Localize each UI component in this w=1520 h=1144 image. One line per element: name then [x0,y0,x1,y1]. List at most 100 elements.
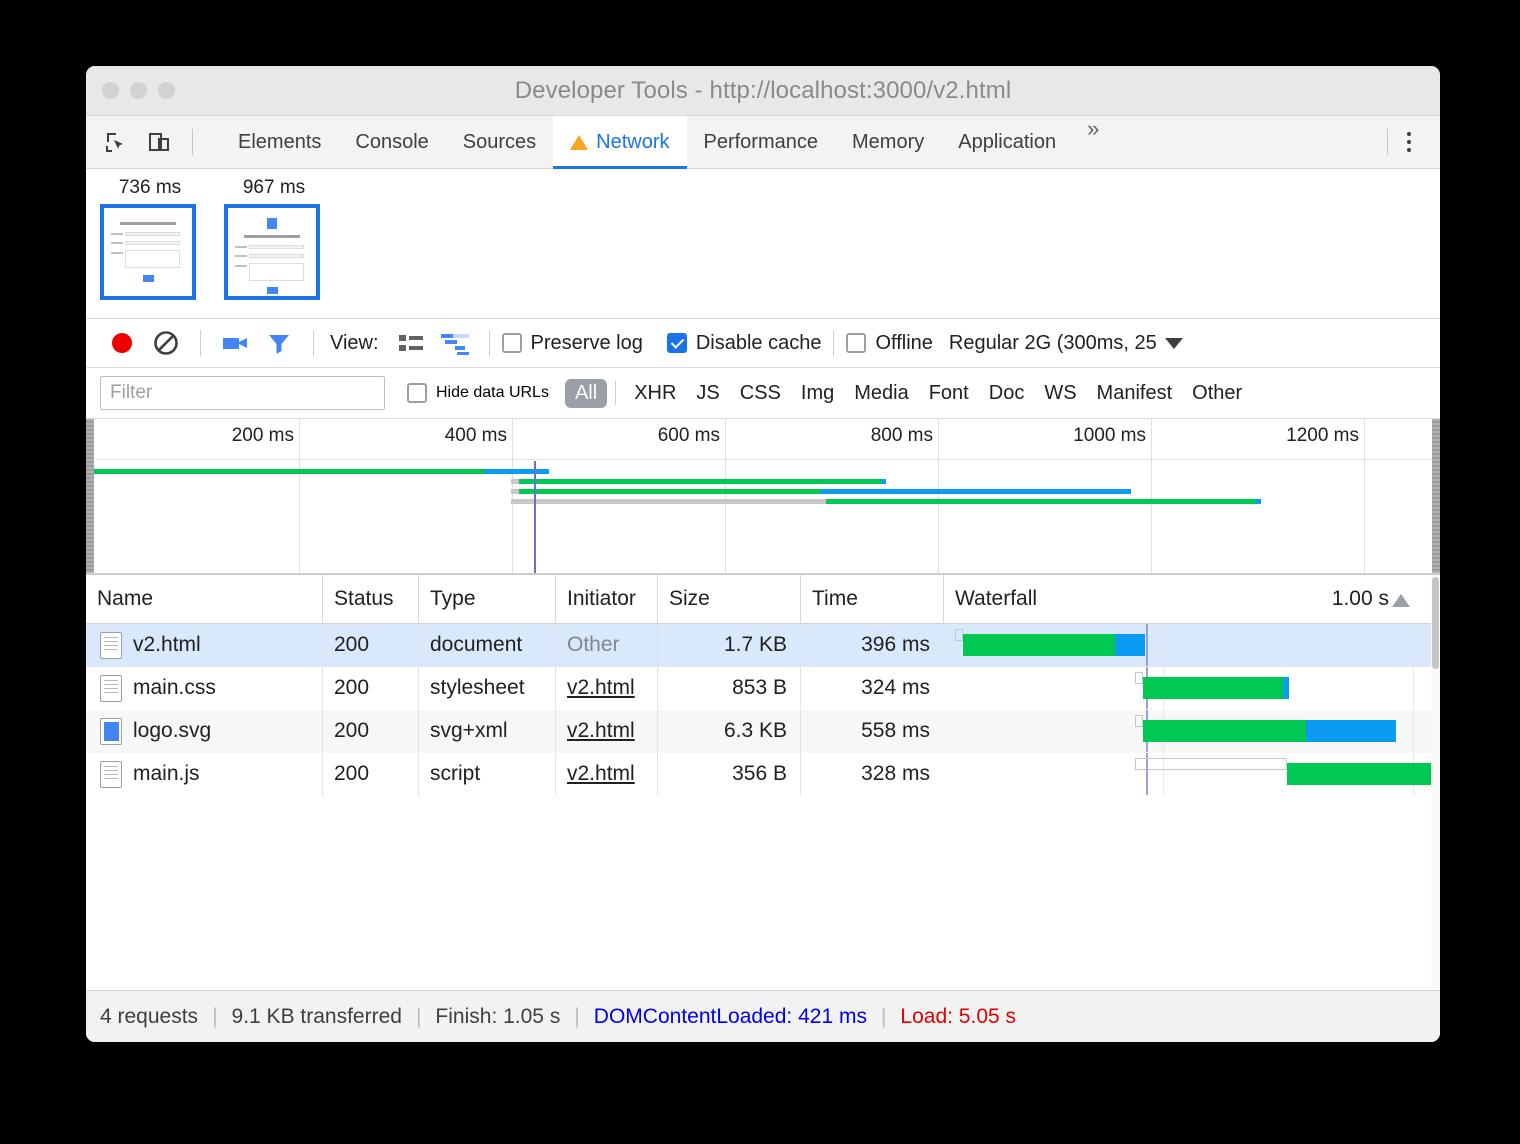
cell-name[interactable]: logo.svg [86,710,322,752]
filmstrip-frame[interactable]: 736 ms [100,177,200,300]
table-row[interactable]: v2.html 200 document Other 1.7 KB 396 ms [86,624,1440,667]
close-window-button[interactable] [102,82,119,99]
column-header-name[interactable]: Name [97,587,154,610]
disable-cache-checkbox-box[interactable] [666,333,687,353]
cell-waterfall[interactable] [943,624,1440,666]
kebab-menu-icon[interactable] [1392,125,1426,159]
status-domcontentloaded: DOMContentLoaded: 421 ms [593,1004,867,1028]
filter-chip-all[interactable]: All [564,378,608,408]
filter-icon[interactable] [257,323,301,363]
filter-chip-font[interactable]: Font [928,381,969,404]
offline-checkbox-box[interactable] [846,333,867,353]
disable-cache-checkbox[interactable]: Disable cache [666,332,821,355]
overview-left-resize-handle[interactable] [86,419,94,573]
inspect-element-icon[interactable] [100,127,130,157]
tab-performance[interactable]: Performance [687,116,836,169]
cell-status: 200 [322,710,418,752]
waterfall-scale-label: 1.00 s [1331,587,1389,610]
cell-waterfall[interactable] [943,710,1440,752]
filmstrip-frame-time: 736 ms [118,177,182,198]
scrollbar-thumb[interactable] [1432,577,1439,669]
overview-right-resize-handle[interactable] [1432,419,1440,573]
cell-initiator[interactable]: v2.html [555,667,657,709]
record-button[interactable] [100,323,144,363]
overview-bar-logosvg [511,489,1131,494]
overview-domcontentloaded-marker [534,461,536,573]
filter-input[interactable] [100,376,385,410]
filter-chip-ws[interactable]: WS [1044,381,1077,404]
cell-name[interactable]: main.js [86,753,322,795]
cell-waterfall[interactable] [943,667,1440,709]
cell-waterfall[interactable] [943,753,1440,795]
document-file-icon [100,631,122,659]
cell-initiator[interactable]: v2.html [555,710,657,752]
initiator-link[interactable]: v2.html [567,762,635,785]
waterfall-view-icon[interactable] [433,323,477,363]
column-header-time[interactable]: Time [800,575,943,623]
table-row[interactable]: main.css 200 stylesheet v2.html 853 B 32… [86,667,1440,710]
preserve-log-checkbox[interactable]: Preserve log [501,332,643,355]
table-row[interactable]: main.js 200 script v2.html 356 B 328 ms [86,753,1440,796]
network-status-bar: 4 requests | 9.1 KB transferred | Finish… [86,990,1440,1042]
cell-time: 328 ms [800,753,943,795]
filter-chip-media[interactable]: Media [854,381,909,404]
column-header-initiator[interactable]: Initiator [555,575,657,623]
chevron-down-icon[interactable] [1164,337,1183,349]
network-filter-bar: Hide data URLs All XHR JS CSS Img Media … [86,368,1440,419]
column-header-waterfall[interactable]: Waterfall [943,575,1440,623]
toolbar-divider-4 [833,330,835,356]
overview-tick-600ms: 600 ms [657,425,720,446]
cell-type: document [418,624,555,666]
capture-screenshots-icon[interactable] [213,323,257,363]
filter-chip-doc[interactable]: Doc [988,381,1025,404]
toolbar-divider [200,330,201,356]
filter-chip-xhr[interactable]: XHR [634,381,677,404]
device-toolbar-icon[interactable] [144,127,174,157]
filter-chip-manifest[interactable]: Manifest [1096,381,1173,404]
tab-elements[interactable]: Elements [221,116,338,169]
tab-application[interactable]: Application [941,116,1073,169]
cell-initiator[interactable]: v2.html [555,753,657,795]
tab-network[interactable]: Network [553,115,687,169]
filter-chip-css[interactable]: CSS [739,381,781,404]
toolbar-divider-3 [488,330,490,356]
filter-chip-js[interactable]: JS [696,381,720,404]
throttling-value: Regular 2G (300ms, 25 [948,331,1157,354]
throttling-dropdown[interactable]: Regular 2G (300ms, 25 [949,332,1183,355]
minimize-window-button[interactable] [130,82,147,99]
tab-label: Application [958,130,1057,153]
column-header-status[interactable]: Status [322,575,418,623]
clear-button[interactable] [144,323,188,363]
list-view-icon[interactable] [389,323,433,363]
tab-label: Network [596,130,670,153]
preserve-log-checkbox-box[interactable] [501,333,522,353]
overview-gridlines [86,419,1440,574]
filter-chip-other[interactable]: Other [1192,381,1243,404]
hide-data-urls-checkbox-box[interactable] [407,383,427,403]
cell-name[interactable]: v2.html [86,624,322,666]
maximize-window-button[interactable] [158,82,175,99]
table-row[interactable]: logo.svg 200 svg+xml v2.html 6.3 KB 558 … [86,710,1440,753]
tab-sources[interactable]: Sources [446,116,553,169]
offline-checkbox[interactable]: Offline [846,332,933,355]
cell-type: script [418,753,555,795]
filter-chip-img[interactable]: Img [800,381,835,404]
tab-memory[interactable]: Memory [835,116,941,169]
tab-console[interactable]: Console [338,116,445,169]
column-header-size[interactable]: Size [657,575,800,623]
initiator-link[interactable]: v2.html [567,676,635,699]
filmstrip-frame-thumbnail[interactable] [224,204,320,300]
devtools-tabstrip: Elements Console Sources Network Perform… [86,115,1440,169]
filmstrip-frame-thumbnail[interactable] [100,204,196,300]
filmstrip-frame[interactable]: 967 ms [224,177,324,300]
tab-label: Sources [462,130,537,153]
cell-name[interactable]: main.css [86,667,322,709]
hide-data-urls-checkbox[interactable]: Hide data URLs [407,383,549,403]
column-header-type[interactable]: Type [418,575,555,623]
initiator-link[interactable]: v2.html [567,719,635,742]
table-vertical-scrollbar[interactable] [1431,575,1440,989]
network-overview-timeline[interactable]: 200 ms 400 ms 600 ms 800 ms 1000 ms 1200… [86,419,1440,575]
more-tabs-icon[interactable]: » [1087,115,1100,141]
overview-bar-v2html [94,469,549,474]
window-titlebar: Developer Tools - http://localhost:3000/… [86,66,1440,116]
